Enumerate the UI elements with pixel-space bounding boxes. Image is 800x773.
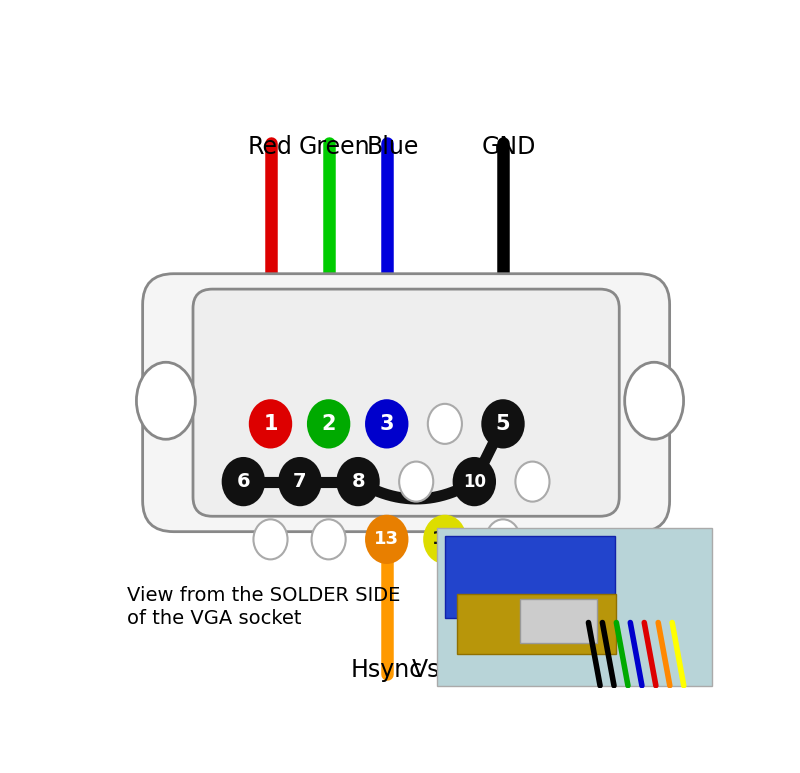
Ellipse shape bbox=[428, 404, 462, 444]
Ellipse shape bbox=[399, 461, 434, 502]
FancyBboxPatch shape bbox=[445, 536, 615, 618]
Ellipse shape bbox=[365, 515, 409, 564]
Text: 3: 3 bbox=[379, 414, 394, 434]
Text: 1: 1 bbox=[263, 414, 278, 434]
Ellipse shape bbox=[336, 457, 380, 506]
Text: 8: 8 bbox=[351, 472, 365, 491]
FancyBboxPatch shape bbox=[193, 289, 619, 516]
Text: of the VGA socket: of the VGA socket bbox=[127, 608, 302, 628]
Text: 7: 7 bbox=[294, 472, 306, 491]
Ellipse shape bbox=[249, 399, 292, 448]
Ellipse shape bbox=[453, 457, 496, 506]
Ellipse shape bbox=[307, 399, 350, 448]
Text: 10: 10 bbox=[463, 472, 486, 491]
Text: View from the SOLDER SIDE: View from the SOLDER SIDE bbox=[127, 586, 401, 604]
Text: 13: 13 bbox=[374, 530, 399, 548]
FancyBboxPatch shape bbox=[457, 594, 616, 654]
Text: Hsync: Hsync bbox=[350, 658, 423, 682]
Text: 14: 14 bbox=[432, 530, 458, 548]
Text: Red: Red bbox=[248, 135, 293, 159]
FancyBboxPatch shape bbox=[520, 599, 597, 643]
Ellipse shape bbox=[278, 457, 322, 506]
FancyBboxPatch shape bbox=[437, 528, 712, 686]
Text: Vsync: Vsync bbox=[412, 658, 482, 682]
Ellipse shape bbox=[222, 457, 265, 506]
Ellipse shape bbox=[254, 519, 287, 560]
Text: 2: 2 bbox=[322, 414, 336, 434]
Ellipse shape bbox=[515, 461, 550, 502]
Text: Blue: Blue bbox=[366, 135, 419, 159]
Ellipse shape bbox=[423, 515, 466, 564]
Ellipse shape bbox=[482, 399, 525, 448]
Ellipse shape bbox=[311, 519, 346, 560]
Ellipse shape bbox=[486, 519, 520, 560]
Text: GND: GND bbox=[482, 135, 536, 159]
FancyBboxPatch shape bbox=[142, 274, 670, 532]
Text: 5: 5 bbox=[496, 414, 510, 434]
Ellipse shape bbox=[137, 363, 195, 439]
Text: Green: Green bbox=[299, 135, 370, 159]
Ellipse shape bbox=[625, 363, 683, 439]
Ellipse shape bbox=[365, 399, 409, 448]
Text: 6: 6 bbox=[237, 472, 250, 491]
